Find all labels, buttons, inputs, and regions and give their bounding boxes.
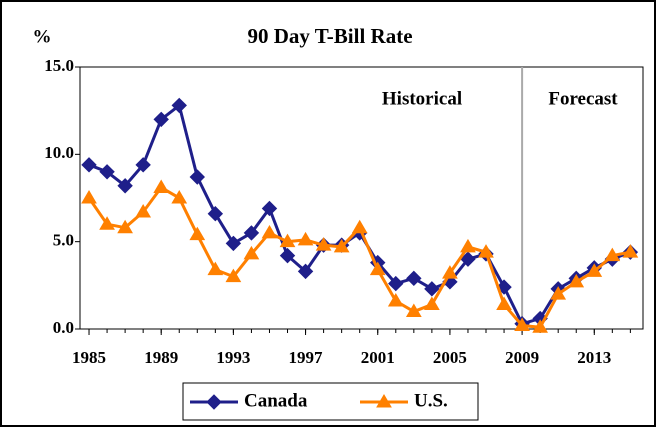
data-point <box>424 281 440 297</box>
data-point <box>117 219 133 234</box>
legend-marker <box>376 394 392 408</box>
x-tick-label: 1985 <box>72 348 106 367</box>
data-point <box>550 286 567 300</box>
data-point <box>261 200 278 217</box>
y-tick-label: 10.0 <box>44 143 74 162</box>
data-point <box>622 244 639 258</box>
data-point <box>171 97 187 114</box>
data-point <box>189 169 205 185</box>
data-point <box>496 296 512 311</box>
x-tick-label: 2009 <box>505 348 539 367</box>
x-tick-label: 2013 <box>577 348 611 367</box>
data-point <box>99 164 115 180</box>
data-point <box>279 233 296 248</box>
data-point <box>604 247 621 262</box>
x-tick-label: 2001 <box>361 348 395 367</box>
x-tick-label: 2005 <box>433 348 467 367</box>
plot-area <box>79 66 644 330</box>
data-point <box>225 235 242 252</box>
data-point <box>442 265 458 279</box>
data-point <box>117 178 133 194</box>
data-point <box>406 270 422 287</box>
data-point <box>297 263 314 280</box>
data-point <box>81 157 97 173</box>
data-point <box>315 237 332 251</box>
data-point <box>424 296 440 311</box>
data-point <box>333 238 350 253</box>
legend-label: U.S. <box>414 390 448 411</box>
y-tick-label: 0.0 <box>53 318 74 337</box>
data-point <box>225 268 242 283</box>
data-point <box>243 245 260 260</box>
annotation: Forecast <box>548 88 618 109</box>
data-point <box>279 247 296 264</box>
data-point <box>351 219 368 234</box>
data-point <box>153 111 169 128</box>
data-point <box>207 261 224 276</box>
data-point <box>478 244 494 258</box>
y-tick-label: 15.0 <box>44 56 74 75</box>
annotation: Historical <box>382 88 462 109</box>
y-axis-label: % <box>33 26 52 47</box>
x-tick-label: 1997 <box>289 348 324 367</box>
data-point <box>261 224 278 239</box>
chart-title: 90 Day T-Bill Rate <box>247 24 412 48</box>
data-point <box>460 251 476 267</box>
data-point <box>81 190 97 204</box>
legend-marker <box>206 394 222 410</box>
data-point <box>532 319 549 333</box>
data-point <box>189 226 206 241</box>
data-point <box>568 273 585 288</box>
data-point <box>99 216 115 230</box>
data-point <box>387 293 404 307</box>
legend-label: Canada <box>244 390 308 411</box>
y-tick-label: 5.0 <box>53 231 74 250</box>
data-point <box>586 263 603 277</box>
data-point <box>388 275 404 292</box>
data-point <box>369 261 386 276</box>
data-point <box>153 179 170 194</box>
data-point <box>135 203 152 218</box>
data-point <box>405 303 422 318</box>
x-tick-label: 1989 <box>144 348 178 367</box>
data-point <box>460 238 476 253</box>
data-point <box>297 231 314 246</box>
x-tick-label: 1993 <box>216 348 250 367</box>
data-point <box>243 225 260 241</box>
data-point <box>207 206 224 222</box>
data-point <box>514 317 530 332</box>
data-point <box>135 157 151 173</box>
data-point <box>171 190 188 204</box>
